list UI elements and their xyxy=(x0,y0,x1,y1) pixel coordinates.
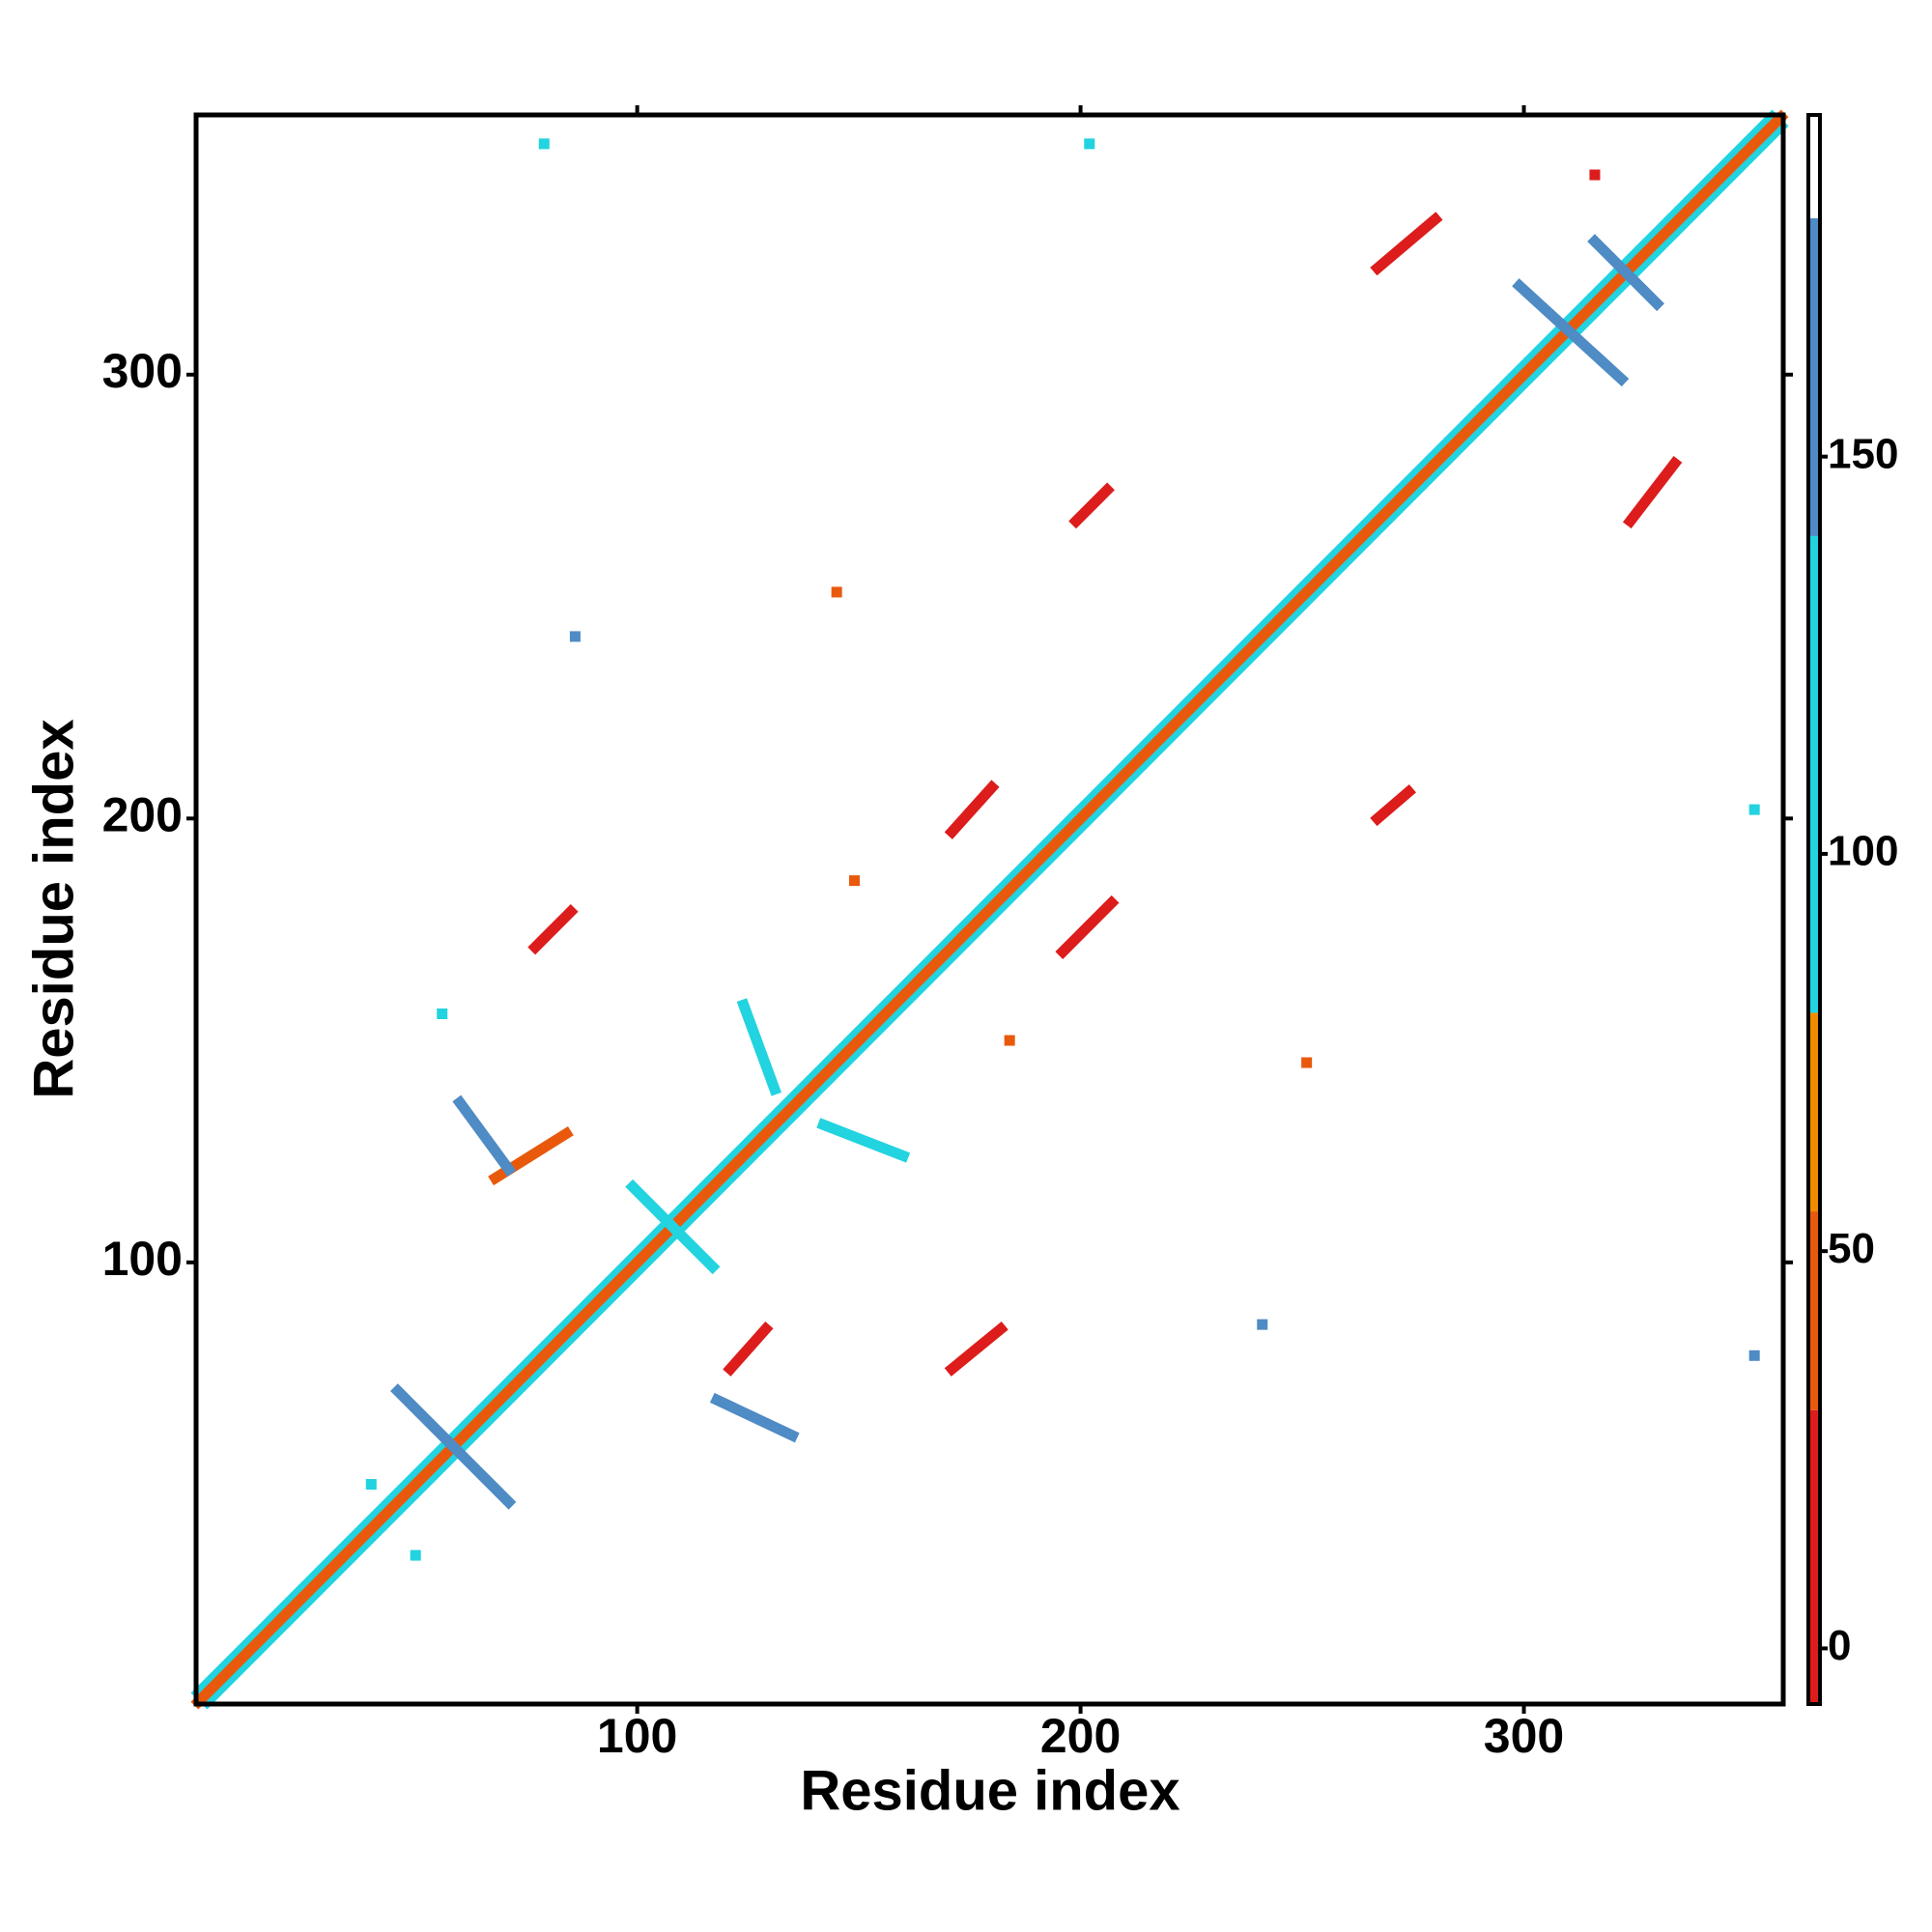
y-tick-label: 200 xyxy=(102,788,183,842)
contact xyxy=(944,1321,1009,1377)
contact xyxy=(709,1392,800,1443)
contact xyxy=(1370,212,1443,276)
x-tick-label: 300 xyxy=(1484,1709,1564,1763)
contact xyxy=(944,780,1000,839)
colorbar-segment xyxy=(1808,535,1820,1013)
y-tick-label: 100 xyxy=(102,1232,183,1286)
contact xyxy=(390,1383,517,1510)
colorbar-frame xyxy=(1806,113,1822,1706)
contact xyxy=(527,904,579,955)
colorbar-segment xyxy=(1808,1409,1820,1704)
x-tick-label: 100 xyxy=(597,1709,677,1763)
plot-frame xyxy=(193,112,1786,1707)
y-axis-title: Residue index xyxy=(22,719,85,1098)
y-tick-label: 300 xyxy=(102,344,183,398)
colorbar-segment xyxy=(1808,217,1820,536)
colorbar-segment xyxy=(1808,1012,1820,1212)
colorbar-tick-label: 50 xyxy=(1828,1225,1875,1272)
contact xyxy=(199,118,1789,1710)
contact xyxy=(1370,783,1416,827)
colorbar-segment xyxy=(1808,115,1820,218)
contact xyxy=(723,1321,774,1377)
colorbar-tick-label: 100 xyxy=(1828,828,1898,875)
x-axis-title: Residue index xyxy=(800,1759,1179,1822)
contact xyxy=(1587,234,1664,312)
contact xyxy=(1622,455,1683,529)
contact xyxy=(190,109,1789,1710)
contact xyxy=(1055,895,1120,959)
contact xyxy=(452,1094,517,1178)
colorbar-segment xyxy=(1808,1211,1820,1410)
colorbar-tick-label: 0 xyxy=(1828,1622,1851,1669)
contact xyxy=(190,109,1780,1701)
contact xyxy=(625,1179,721,1275)
colorbar-tick-label: 150 xyxy=(1828,430,1898,477)
x-tick-label: 200 xyxy=(1040,1709,1121,1763)
contact xyxy=(736,998,781,1096)
contact xyxy=(816,1118,911,1163)
contact xyxy=(1068,482,1115,529)
contact xyxy=(1512,278,1630,387)
